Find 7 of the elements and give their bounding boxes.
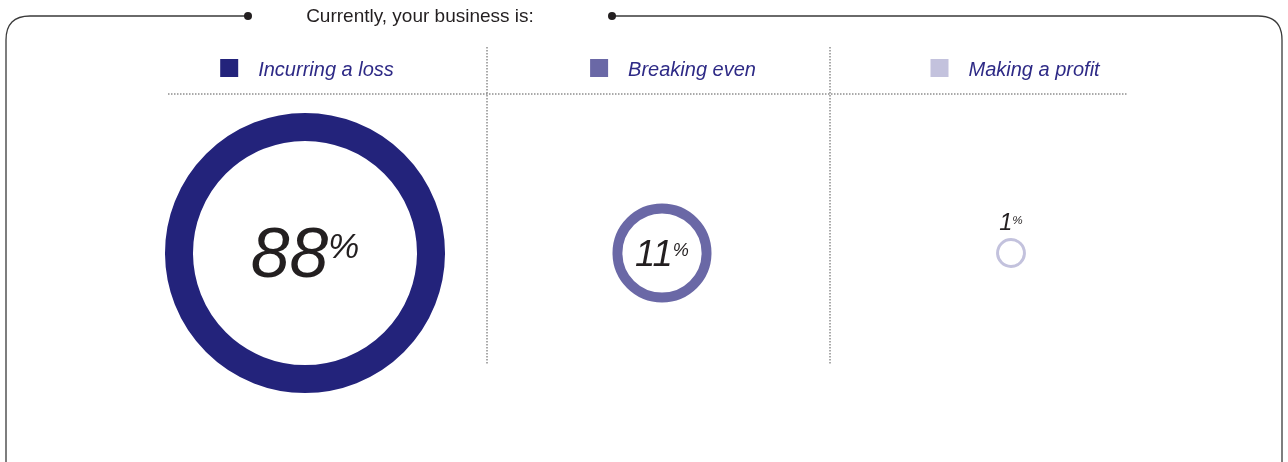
category-label: Making a profit xyxy=(968,58,1102,80)
data-label: 88$^{%}$ xyxy=(250,214,360,293)
text: Currently, your business is: xyxy=(306,5,534,26)
category-label: Breaking even xyxy=(628,58,756,80)
category-label: Incurring a loss xyxy=(258,58,394,80)
data-label: 11$^{%}$ xyxy=(635,232,689,274)
data-label: 1$^{%}$ xyxy=(999,209,1023,236)
